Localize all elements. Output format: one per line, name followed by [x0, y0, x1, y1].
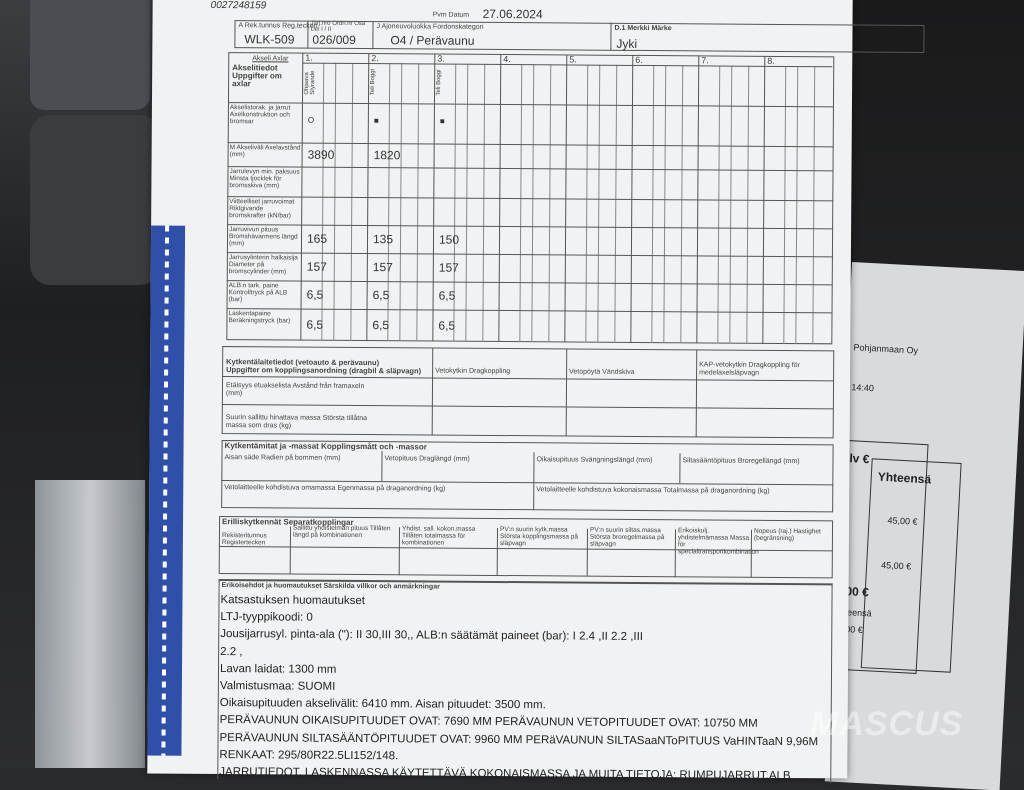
dim-bridge-length: Siltasääntöpituus Broregellängd (mm) — [682, 457, 800, 466]
serial-no-value: 026/009 — [312, 32, 356, 47]
category-value: O4 / Perävaunu — [390, 33, 475, 48]
axle-value: 6,5 — [306, 287, 324, 302]
dim-boom-radius: Aisan säde Radien på bommen (mm) — [224, 454, 341, 462]
axle-number: 7. — [701, 55, 709, 66]
axle-row-label: Laskentapaine Beräkningstryck (bar) — [228, 310, 291, 325]
axle-value: 157 — [372, 260, 393, 275]
axle-number: 5. — [569, 54, 577, 65]
axle-value: 6,5 — [372, 288, 390, 303]
axle-number: 4. — [503, 54, 511, 65]
axle-header-label: Akseli Axlar — [252, 55, 289, 63]
date-value: 27.06.2024 — [482, 6, 543, 22]
separate-col-7: Nopeus (raj.) Hastighet (begränsning) — [753, 527, 821, 543]
axle-value: ■ — [373, 116, 379, 126]
axle-value: 150 — [438, 232, 460, 247]
make-value: Jyki — [616, 36, 638, 51]
dimensions-title: Kytkentämitat ja -massat Kopplingsmått o… — [224, 441, 427, 452]
dim-total-mass: Vetolaitteelle kohdistuva kokonaismassa … — [536, 486, 770, 495]
reg-label: A Rek.tunnus Reg.tecken — [238, 22, 318, 30]
document-serial: 0027248159 — [210, 0, 267, 12]
axle-value: 165 — [306, 231, 328, 246]
dimensions-table — [221, 440, 834, 513]
separate-col-3: Yhdist. sall. kokon.massa Tillåten total… — [401, 525, 476, 547]
receipt-row: 45,00 € — [880, 559, 912, 572]
axle-number: 6. — [635, 54, 643, 65]
separate-col-5: PV:n suurin siltas.massa Största brorege… — [589, 526, 665, 548]
dim-own-mass: Vetolaitteelle kohdistuva omamassa Egenm… — [224, 484, 446, 493]
axle-value: 3890 — [307, 147, 335, 162]
separate-col-6: Erikoiskulj. yhdistelmämassa Massa för s… — [677, 527, 759, 556]
axle-value: 6,5 — [372, 318, 390, 333]
serial-no-label: Järj.nro Ordn.nr Osa Del I / II — [310, 20, 366, 33]
blue-security-stripe — [147, 225, 186, 756]
make-label: D.1 Merkki Märke — [614, 24, 672, 33]
inspection-document: 0027248159 Pvm Datum 27.06.2024 A Rek.tu… — [147, 0, 925, 784]
steering-wheel — [30, 115, 160, 285]
separate-title: Erilliskytkennät Separatkopplingar — [222, 517, 354, 527]
separate-col-4: PV:n suurin kytk.massa Största kopplings… — [499, 526, 579, 548]
axle-value: 157 — [438, 260, 459, 275]
reg-value: WLK-509 — [244, 32, 295, 47]
axle-value: 1820 — [373, 148, 401, 163]
axle-type: Teli Boggi — [436, 69, 443, 96]
axle-value: 6,5 — [438, 318, 456, 333]
coupling-col-kap: KAP-vetokytkin Dragkoppling för medelaxe… — [699, 361, 800, 377]
coupling-row-distance: Etäisyys etuakselista Avstånd från frama… — [225, 382, 365, 398]
axle-value: 6,5 — [438, 288, 456, 303]
axle-value: ■ — [439, 116, 445, 126]
receipt-row: 45,00 € — [887, 515, 918, 527]
axle-type: Teli Boggi — [370, 69, 377, 96]
axle-row-label: Viitteelliset jarruvoimat Riktgivande br… — [229, 198, 295, 220]
axle-type: Ohjaava Styrande — [304, 70, 317, 95]
receipt-total-col: Yhteensä 45,00 € 45,00 € — [860, 458, 962, 673]
coupling-col-hitch: Vetokytkin Dragkoppling — [435, 367, 511, 376]
remarks-title: Erikoisehdot ja huomautukset Särskilda v… — [221, 582, 440, 591]
receipt-col-total: Yhteensä — [877, 469, 932, 487]
axle-row-label: M Akseliväli Axelavstånd (mm) — [229, 144, 301, 159]
axle-row-label: Jarruvivun pituus Bromshävarmens längd (… — [228, 226, 298, 248]
plastic-sleeve — [35, 480, 145, 768]
axle-row-label: ALB:n tark. paine Kontrolltryck på ALB (… — [228, 282, 288, 304]
receipt-time: 14:40 — [851, 382, 875, 394]
date-label: Pvm Datum — [432, 11, 470, 19]
axle-value: O — [307, 115, 315, 125]
axle-row-label: Akselistorak. ja jarrut Axelkonstruktion… — [229, 104, 291, 126]
receipt-company: Pohjanmaan Oy — [853, 342, 919, 356]
axle-title: Akselitiedot Uppgifter om axlar — [232, 63, 282, 89]
coupling-col-fifth-wheel: Vetopöytä Vändskiva — [569, 368, 635, 376]
separate-col-1: Rekisteritunnus Registertecken — [221, 532, 267, 547]
coupling-row-max-mass: Suurin sallittu hinattava massa Största … — [225, 414, 368, 430]
axle-value: 135 — [372, 232, 394, 247]
axle-value: 157 — [306, 259, 327, 274]
mascus-watermark: MASCUS — [810, 705, 964, 743]
remark-line: JARRUTIEDOT, LASKENNASSA KÄYTETTÄVÄ KOKO… — [219, 766, 791, 783]
category-label: J Ajoneuvoluokka Fordonskategori — [376, 23, 484, 31]
dim-draw-length: Vetopituus Draglängd (mm) — [384, 455, 470, 463]
air-vent — [30, 0, 150, 110]
axle-row-label: Jarrulevyn min. paksuus Minsta tjocklek … — [229, 168, 300, 190]
dim-swing-length: Oikaisupituus Svängningslängd (mm) — [536, 456, 653, 465]
remarks-lines: Katsastuksen huomautukset LTJ-tyyppikoodi… — [219, 592, 819, 785]
axle-row-label: Jarrusylinterin halkaisija Diameter på b… — [228, 254, 298, 276]
axle-number: 8. — [767, 55, 775, 66]
coupling-subtitle: Uppgifter om kopplingsanordning (dragbil… — [226, 365, 422, 376]
axle-value: 6,5 — [306, 317, 324, 332]
